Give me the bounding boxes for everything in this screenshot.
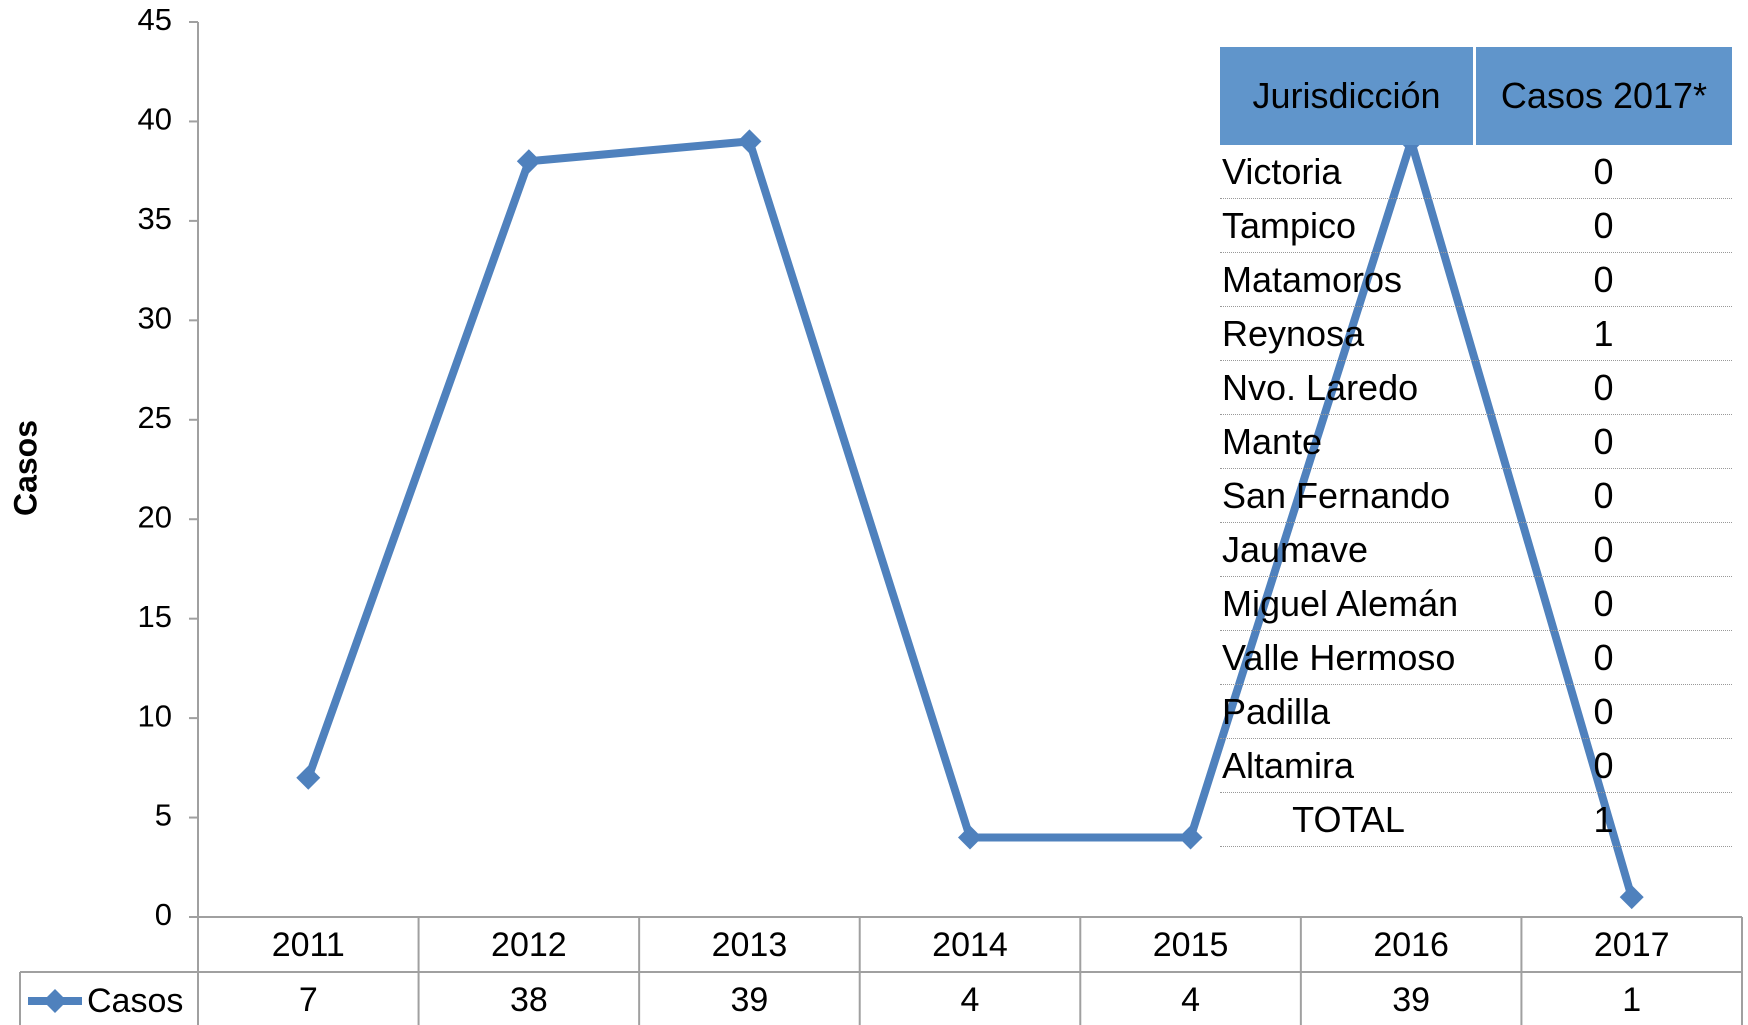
table-cell: 1 <box>1593 313 1614 354</box>
y-tick-label: 15 <box>138 599 172 634</box>
table-row: TOTAL 1 <box>1220 793 1732 847</box>
marker <box>516 149 541 174</box>
table-cell-text: Matamoros <box>1222 259 1403 300</box>
table-cell: Mante <box>1220 415 1475 468</box>
table-cell: Miguel Alemán <box>1220 577 1475 630</box>
table-row: Miguel Alemán 0 <box>1220 577 1732 631</box>
y-tick-label: 30 <box>138 301 172 336</box>
table-cell-text: Victoria <box>1222 151 1342 192</box>
table-cell-text: Padilla <box>1222 691 1331 732</box>
jurisdiction-table: Jurisdicción Casos 2017* Victoria 0 Tampico 0… <box>1220 47 1732 847</box>
table-row: Reynosa 1 <box>1220 307 1732 361</box>
table-row: San Fernando 0 <box>1220 469 1732 523</box>
table-row: Padilla 0 <box>1220 685 1732 739</box>
table-cell: TOTAL <box>1220 793 1475 846</box>
marker <box>296 765 321 790</box>
table-row: Altamira 0 <box>1220 739 1732 793</box>
table-cell: 1 <box>1593 799 1614 840</box>
marker <box>737 129 762 154</box>
y-axis-label: Casos <box>7 420 43 516</box>
table-row: Victoria 0 <box>1220 145 1732 199</box>
x-tick-label: 2015 <box>1153 926 1229 964</box>
table-cell: Reynosa <box>1220 307 1475 360</box>
table-cell: 0 <box>1593 151 1614 192</box>
y-tick-label: 25 <box>138 400 172 435</box>
table-cell-text: Reynosa <box>1222 313 1365 354</box>
y-tick-label: 20 <box>138 499 172 534</box>
table-cell-text: San Fernando <box>1222 475 1451 516</box>
table-cell-text: Miguel Alemán <box>1222 583 1459 624</box>
table-row: Valle Hermoso 0 <box>1220 631 1732 685</box>
table-cell: Victoria <box>1220 145 1475 198</box>
table-cell: Nvo. Laredo <box>1220 361 1475 414</box>
table-cell: Matamoros <box>1220 253 1475 306</box>
x-tick-label: 2013 <box>712 926 788 964</box>
y-tick-label: 45 <box>138 2 172 37</box>
data-table-value: 4 <box>1181 981 1200 1019</box>
table-cell: Jaumave <box>1220 523 1475 576</box>
legend-label: Casos <box>87 982 183 1020</box>
marker <box>1619 885 1644 910</box>
table-cell: 0 <box>1593 745 1614 786</box>
table-row: Mante 0 <box>1220 415 1732 469</box>
data-table-value: 39 <box>731 981 769 1019</box>
table-cell: 0 <box>1593 583 1614 624</box>
table-cell: Valle Hermoso <box>1220 631 1475 684</box>
legend-marker <box>43 989 67 1013</box>
data-table-value: 1 <box>1622 981 1641 1019</box>
y-tick-label: 0 <box>155 897 172 932</box>
table-cell: 0 <box>1593 367 1614 408</box>
x-tick-label: 2017 <box>1594 926 1670 964</box>
data-table-value: 4 <box>961 981 980 1019</box>
marker <box>958 825 982 850</box>
data-table-value: 7 <box>299 981 318 1019</box>
table-header: Jurisdicción Casos 2017* <box>1220 47 1732 145</box>
table-cell: 0 <box>1593 637 1614 678</box>
table-cell: 0 <box>1593 691 1614 732</box>
y-tick-label: 40 <box>138 102 172 137</box>
table-cell-text: Altamira <box>1222 745 1355 786</box>
table-cell: 0 <box>1593 529 1614 570</box>
table-cell-text: Valle Hermoso <box>1222 637 1456 678</box>
data-table-value: 39 <box>1392 981 1430 1019</box>
table-cell: 0 <box>1593 421 1614 462</box>
x-tick-label: 2014 <box>932 926 1008 964</box>
table-cell-text: Tampico <box>1222 205 1357 246</box>
table-cell-text: Jaumave <box>1222 529 1369 570</box>
x-tick-label: 2016 <box>1373 926 1449 964</box>
header-cell: Jurisdicción <box>1220 47 1473 145</box>
data-table-value: 38 <box>510 981 548 1019</box>
table-row: Nvo. Laredo 0 <box>1220 361 1732 415</box>
table-cell: 0 <box>1593 475 1614 516</box>
marker <box>1178 825 1203 850</box>
header-cell: Casos 2017* <box>1476 47 1732 145</box>
table-row: Jaumave 0 <box>1220 523 1732 577</box>
y-tick-label: 35 <box>138 201 172 236</box>
table-cell-text: Mante <box>1222 421 1323 462</box>
table-cell-text: TOTAL <box>1292 799 1405 840</box>
y-tick-label: 5 <box>155 798 172 833</box>
y-tick-label: 10 <box>138 698 172 733</box>
table-cell: Padilla <box>1220 685 1475 738</box>
table-cell: 0 <box>1593 259 1614 300</box>
table-cell: San Fernando <box>1220 469 1475 522</box>
x-tick-label: 2011 <box>272 926 345 964</box>
table-row: Tampico 0 <box>1220 199 1732 253</box>
table-cell-text: Nvo. Laredo <box>1222 367 1419 408</box>
table-cell: 0 <box>1593 205 1614 246</box>
table-row: Matamoros 0 <box>1220 253 1732 307</box>
x-tick-label: 2012 <box>491 926 567 964</box>
table-cell: Altamira <box>1220 739 1475 792</box>
table-cell: Tampico <box>1220 199 1475 252</box>
